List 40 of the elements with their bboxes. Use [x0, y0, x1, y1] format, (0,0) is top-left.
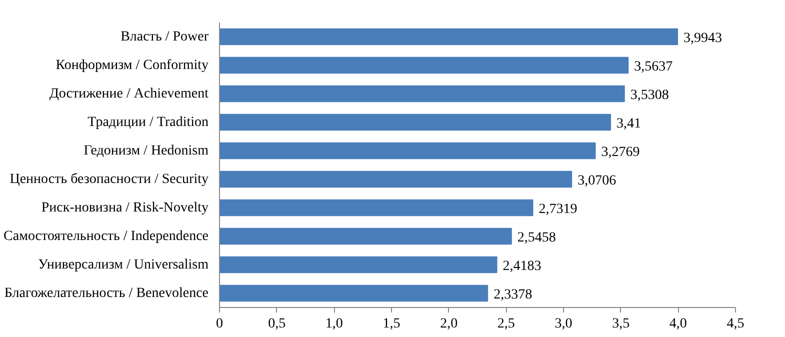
- y-tick-label: Универсализм / Universalism: [38, 257, 209, 272]
- y-tick-label: Риск-новизна / Risk-Novelty: [41, 200, 209, 216]
- y-tick-label: Власть / Power: [120, 29, 209, 44]
- x-tick-label: 4,0: [669, 316, 687, 332]
- bar: [220, 199, 534, 216]
- y-tick-label: Конформизм / Conformity: [56, 58, 209, 73]
- data-label: 3,2769: [601, 144, 640, 160]
- x-tick-label: 1,0: [325, 316, 343, 332]
- bar: [220, 170, 572, 188]
- bar: [220, 28, 678, 46]
- data-label: 3,41: [616, 116, 642, 132]
- y-tick-label: Благожелательность / Benevolence: [4, 286, 209, 301]
- bar: [220, 256, 498, 274]
- x-tick-label: 3,5: [612, 316, 630, 332]
- data-label: 3,0706: [578, 173, 616, 188]
- x-tick-label: 2,5: [497, 316, 515, 332]
- y-tick-label: Ценность безопасности / Security: [10, 172, 209, 187]
- x-tick-label: 2,0: [440, 316, 458, 332]
- data-label: 2,5458: [517, 230, 556, 246]
- y-tick-label: Достижение / Achievement: [49, 86, 209, 102]
- data-label: 3,9943: [684, 30, 722, 46]
- y-tick-label: Традиции / Tradition: [88, 114, 209, 130]
- data-label: 2,7319: [538, 202, 578, 217]
- bar: [220, 114, 612, 131]
- x-tick-label: 0,5: [268, 316, 286, 332]
- x-tick-label: 1,5: [382, 316, 400, 332]
- data-label: 2,3378: [494, 287, 532, 302]
- x-tick-label: 0: [216, 316, 223, 332]
- bar: [220, 284, 488, 302]
- bar: [220, 56, 629, 74]
- data-label: 3,5637: [634, 59, 673, 74]
- bar: [220, 142, 596, 160]
- y-tick-label: Гедонизм / Hedonism: [84, 143, 209, 158]
- bar: [220, 228, 512, 245]
- bar: [220, 85, 625, 102]
- data-label: 3,5308: [630, 88, 669, 103]
- data-label: 2,4183: [502, 258, 542, 274]
- y-tick-label: Самостоятельность / Independence: [4, 228, 209, 244]
- x-tick-label: 3,0: [554, 316, 572, 332]
- x-tick-label: 4,5: [726, 316, 744, 332]
